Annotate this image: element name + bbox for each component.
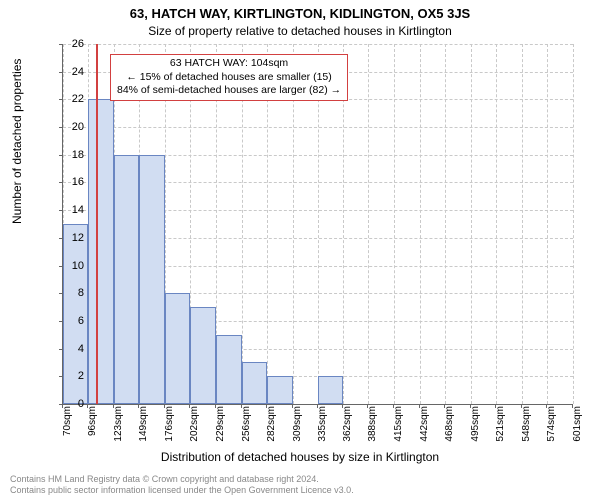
grid-v [420, 44, 421, 404]
histogram-bar [216, 335, 242, 404]
marker-line [96, 44, 98, 404]
xtick-label: 362sqm [342, 406, 353, 456]
xtick-label: 202sqm [189, 406, 200, 456]
chart-container: 63, HATCH WAY, KIRTLINGTON, KIDLINGTON, … [0, 0, 600, 500]
xtick-label: 415sqm [393, 406, 404, 456]
grid-v [547, 44, 548, 404]
histogram-bar [88, 99, 114, 404]
xtick-label: 574sqm [546, 406, 557, 456]
grid-v [394, 44, 395, 404]
xtick-label: 176sqm [164, 406, 175, 456]
ytick-label: 4 [44, 343, 84, 355]
attribution-line1: Contains HM Land Registry data © Crown c… [10, 474, 354, 485]
ytick-label: 14 [44, 204, 84, 216]
ytick-label: 10 [44, 260, 84, 272]
ytick-label: 26 [44, 38, 84, 50]
xtick-label: 149sqm [138, 406, 149, 456]
callout-line2: ← 15% of detached houses are smaller (15… [117, 71, 341, 85]
histogram-bar [267, 376, 293, 404]
xtick-label: 282sqm [266, 406, 277, 456]
callout-line1: 63 HATCH WAY: 104sqm [117, 57, 341, 71]
ytick-label: 18 [44, 149, 84, 161]
xtick-label: 468sqm [444, 406, 455, 456]
ytick-label: 12 [44, 232, 84, 244]
histogram-bar [165, 293, 190, 404]
callout-box: 63 HATCH WAY: 104sqm ← 15% of detached h… [110, 54, 348, 101]
xtick-label: 70sqm [62, 406, 73, 456]
xtick-label: 123sqm [113, 406, 124, 456]
xtick-label: 309sqm [292, 406, 303, 456]
callout-line3: 84% of semi-detached houses are larger (… [117, 84, 341, 98]
xtick-label: 335sqm [317, 406, 328, 456]
attribution-line2: Contains public sector information licen… [10, 485, 354, 496]
xtick-label: 495sqm [470, 406, 481, 456]
histogram-bar [190, 307, 216, 404]
xtick-label: 548sqm [521, 406, 532, 456]
xtick-label: 96sqm [87, 406, 98, 456]
xtick-label: 229sqm [215, 406, 226, 456]
grid-v [471, 44, 472, 404]
ytick-label: 6 [44, 315, 84, 327]
ytick-label: 2 [44, 370, 84, 382]
attribution: Contains HM Land Registry data © Crown c… [10, 474, 354, 496]
xtick-label: 442sqm [419, 406, 430, 456]
title-sub: Size of property relative to detached ho… [0, 24, 600, 38]
histogram-bar [318, 376, 344, 404]
histogram-bar [139, 155, 165, 404]
title-address: 63, HATCH WAY, KIRTLINGTON, KIDLINGTON, … [0, 6, 600, 21]
xtick-label: 388sqm [367, 406, 378, 456]
histogram-bar [242, 362, 267, 404]
grid-v [522, 44, 523, 404]
xtick-label: 601sqm [572, 406, 583, 456]
grid-v [445, 44, 446, 404]
grid-v [368, 44, 369, 404]
ytick-label: 22 [44, 93, 84, 105]
ytick-label: 24 [44, 66, 84, 78]
histogram-bar [114, 155, 139, 404]
xtick-label: 256sqm [241, 406, 252, 456]
xtick-label: 521sqm [495, 406, 506, 456]
ytick-label: 20 [44, 121, 84, 133]
grid-v [496, 44, 497, 404]
y-axis-label: Number of detached properties [10, 59, 24, 224]
grid-v [573, 44, 574, 404]
ytick-label: 8 [44, 287, 84, 299]
ytick-label: 16 [44, 176, 84, 188]
